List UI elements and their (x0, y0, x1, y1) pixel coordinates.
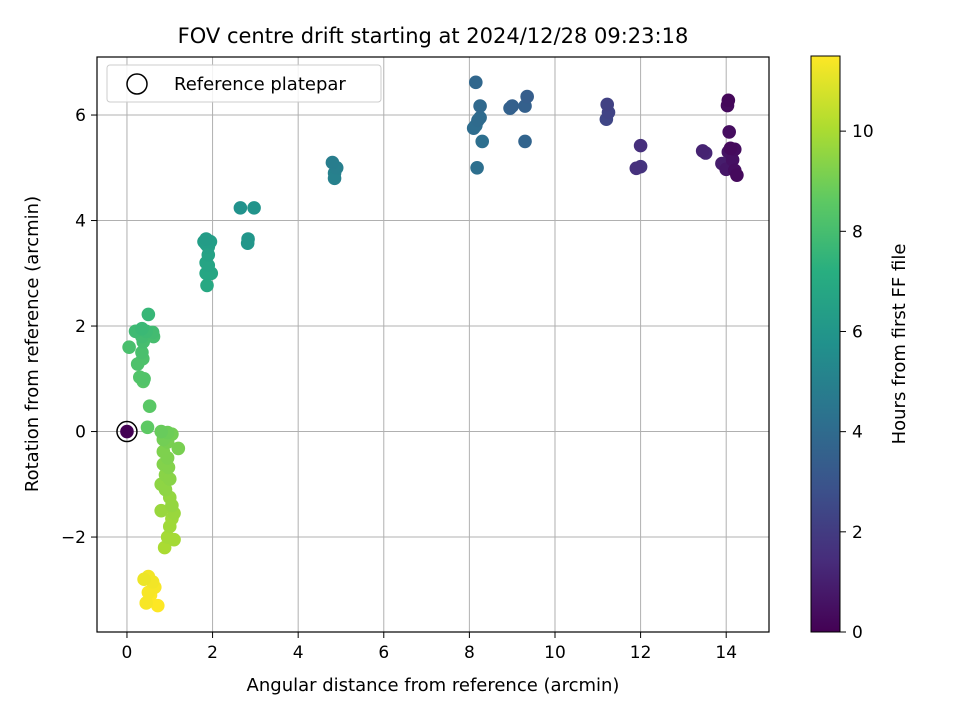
colorbar-label: Hours from first FF file (889, 244, 910, 445)
data-point (137, 371, 151, 386)
grid (97, 57, 769, 632)
legend-box (106, 64, 382, 103)
y-tick-label: 4 (75, 212, 86, 232)
x-axis-ticks: 0 2 4 6 8 10 12 14 (122, 632, 737, 663)
data-point (518, 134, 532, 149)
data-point (722, 125, 736, 139)
data-point (725, 153, 740, 167)
data-point (141, 307, 156, 322)
y-tick-label: −2 (61, 528, 86, 548)
data-point (247, 201, 261, 215)
data-point (470, 160, 484, 175)
reference-point-fill (120, 424, 134, 439)
colorbar-tick-label: 8 (852, 222, 863, 242)
x-tick-label: 2 (207, 643, 218, 663)
reference-point-ring (116, 420, 138, 443)
legend: Reference platepar (106, 64, 382, 103)
data-point (233, 201, 248, 215)
x-tick-label: 4 (293, 643, 304, 663)
data-point (154, 424, 169, 439)
legend-label: Reference platepar (174, 74, 346, 95)
x-tick-label: 8 (464, 643, 475, 663)
y-axis-ticks: −2 0 2 4 6 (61, 106, 97, 548)
data-point (475, 134, 490, 149)
legend-marker-icon (126, 73, 148, 95)
colorbar-gradient (810, 55, 841, 633)
data-point (162, 472, 177, 486)
data-point (633, 138, 648, 153)
data-point (137, 572, 151, 587)
data-point (200, 278, 214, 293)
data-point (158, 482, 173, 497)
data-point (629, 161, 644, 176)
data-point (201, 258, 216, 273)
data-point (142, 399, 157, 414)
reference-marker (116, 420, 138, 443)
data-point (135, 321, 149, 336)
x-tick-label: 10 (544, 643, 566, 663)
data-point (171, 441, 186, 456)
data-point (505, 99, 519, 113)
x-tick-label: 0 (122, 643, 133, 663)
data-point (723, 141, 738, 156)
data-point (167, 532, 181, 547)
data-point (135, 345, 149, 360)
data-point (141, 585, 156, 600)
data-point (162, 519, 177, 534)
data-point (154, 503, 169, 518)
data-point (721, 93, 736, 108)
data-points (122, 75, 744, 613)
x-tick-label: 12 (630, 643, 652, 663)
data-point (695, 144, 710, 158)
data-point (520, 89, 534, 104)
colorbar-tick-label: 0 (852, 623, 863, 643)
colorbar-tick-label: 4 (852, 423, 863, 443)
data-point (327, 171, 342, 186)
x-axis-label: Angular distance from reference (arcmin) (247, 675, 620, 696)
y-tick-label: 2 (75, 317, 86, 337)
data-point (199, 232, 213, 246)
data-point (325, 155, 340, 170)
y-tick-label: 0 (75, 423, 86, 443)
x-tick-label: 14 (715, 643, 737, 663)
data-point (600, 97, 615, 112)
data-point (140, 420, 155, 435)
plot-frame (96, 56, 770, 633)
data-point (160, 451, 175, 465)
colorbar-tick-label: 6 (852, 322, 863, 342)
data-point (165, 498, 179, 513)
y-tick-label: 6 (75, 106, 86, 126)
data-point (150, 598, 165, 613)
colorbar-ticks: 0 2 4 6 8 10 (840, 122, 874, 643)
data-point (473, 99, 487, 113)
y-axis-label: Rotation from reference (arcmin) (22, 196, 43, 492)
colorbar-tick-label: 2 (852, 523, 863, 543)
colorbar: 0 2 4 6 8 10 Hours from first FF file (810, 55, 910, 643)
data-point (469, 75, 483, 90)
data-point (130, 357, 145, 371)
data-point (240, 236, 255, 251)
chart-title: FOV centre drift starting at 2024/12/28 … (178, 24, 689, 48)
data-point (471, 113, 485, 128)
data-point (139, 596, 154, 610)
colorbar-tick-label: 10 (852, 122, 874, 142)
data-point (730, 168, 744, 182)
data-point (157, 540, 172, 555)
x-tick-label: 6 (378, 643, 389, 663)
data-point (122, 340, 136, 354)
